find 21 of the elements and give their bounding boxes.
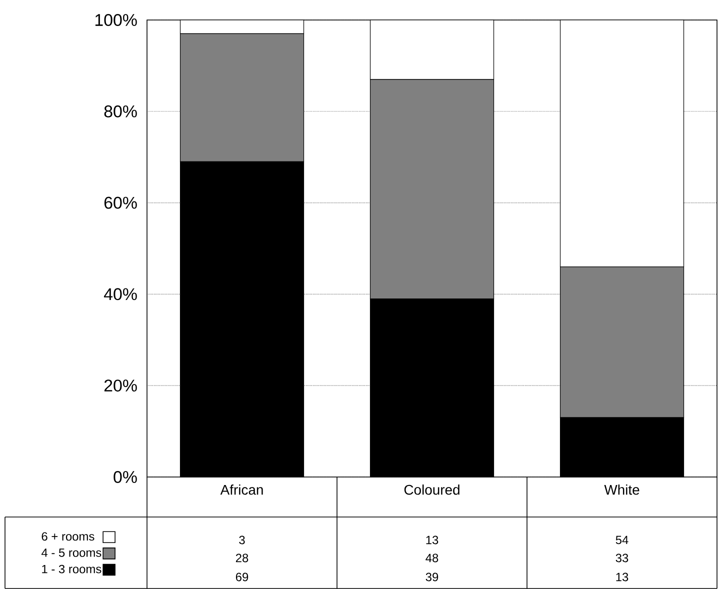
y-tick-label: 60% <box>104 196 137 209</box>
x-tick-label: African <box>220 484 263 495</box>
x-tick-label: Coloured <box>404 484 460 495</box>
x-tick-label: White <box>604 484 640 495</box>
legend-label: 1 - 3 rooms <box>42 564 102 574</box>
y-tick-label: 0% <box>114 470 137 483</box>
y-tick-label: 20% <box>104 380 137 392</box>
data-label: 69 <box>236 572 248 582</box>
data-label: 54 <box>616 536 628 544</box>
legend-label: 6 + rooms <box>42 532 94 541</box>
data-label: 28 <box>236 554 248 562</box>
data-label: 33 <box>616 554 628 562</box>
data-label: 13 <box>616 572 628 582</box>
legend-label: 4 - 5 rooms <box>41 548 102 557</box>
data-label: 39 <box>426 572 438 582</box>
y-tick-label: 80% <box>104 105 137 118</box>
data-label: 13 <box>426 536 438 544</box>
y-tick-label: 100% <box>95 14 137 26</box>
y-tick-label: 40% <box>104 288 137 300</box>
data-label: 48 <box>426 554 438 562</box>
data-label: 3 <box>239 536 245 544</box>
